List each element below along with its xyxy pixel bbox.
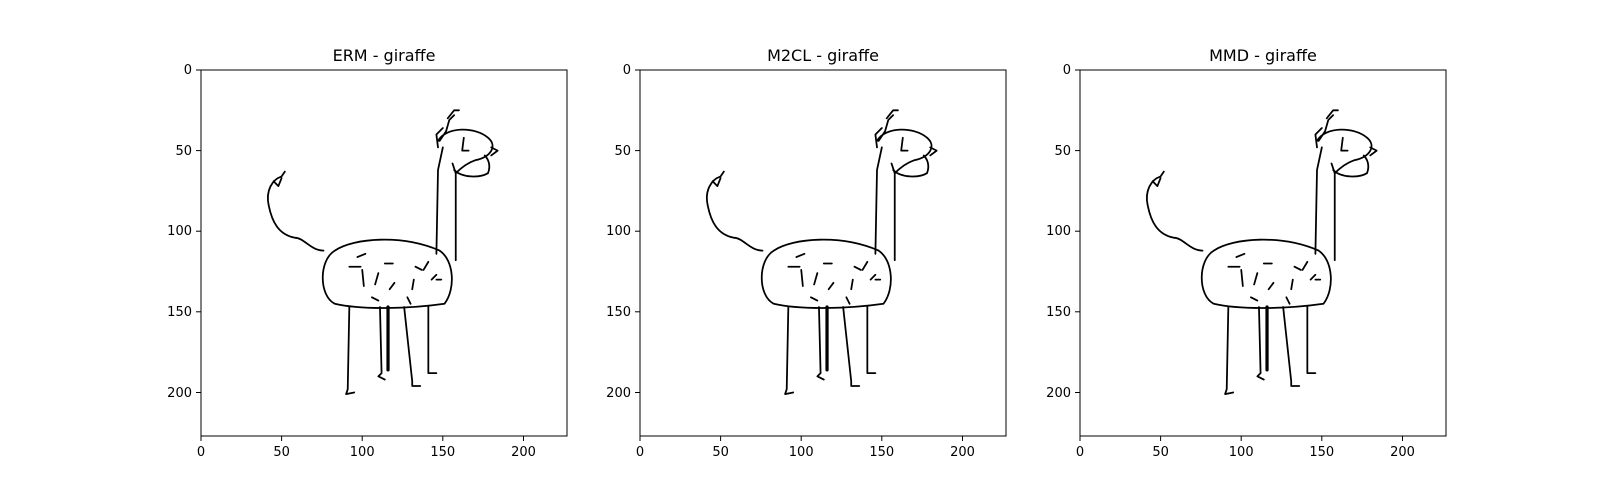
x-tick-label: 0 [1076, 445, 1084, 460]
x-tick-label: 100 [350, 445, 375, 460]
axes-frame [200, 69, 568, 437]
panel-title: M2CL - giraffe [767, 46, 879, 65]
x-tick-label: 100 [1229, 445, 1254, 460]
x-tick-label: 200 [950, 445, 975, 460]
x-axis: 0 50 100 150 200 [197, 436, 536, 460]
panel-title: ERM - giraffe [333, 46, 436, 65]
panel-title: MMD - giraffe [1209, 46, 1317, 65]
x-tick-label: 0 [636, 445, 644, 460]
y-tick-label: 0 [1063, 63, 1071, 78]
x-tick-label: 150 [869, 445, 894, 460]
y-tick-label: 100 [167, 224, 192, 239]
y-tick-label: 100 [1046, 224, 1071, 239]
y-axis: 0 50 100 150 200 [606, 63, 640, 401]
x-tick-label: 100 [789, 445, 814, 460]
y-axis: 0 50 100 150 200 [167, 63, 201, 401]
axes-frame [639, 69, 1007, 437]
axes-frame [1079, 69, 1447, 437]
x-axis: 0 50 100 150 200 [636, 436, 975, 460]
y-tick-label: 50 [614, 144, 631, 159]
x-tick-label: 150 [430, 445, 455, 460]
x-tick-label: 50 [712, 445, 729, 460]
image-area [1080, 70, 1446, 436]
panel-3: MMD - giraffe 0 50 100 150 200 0 50 100 [1046, 46, 1447, 460]
x-tick-label: 200 [511, 445, 536, 460]
x-tick-label: 0 [197, 445, 205, 460]
x-tick-label: 50 [1152, 445, 1169, 460]
y-axis: 0 50 100 150 200 [1046, 63, 1080, 401]
image-area [201, 70, 567, 436]
y-tick-label: 150 [1046, 305, 1071, 320]
y-tick-label: 0 [184, 63, 192, 78]
panel-1: ERM - giraffe 0 50 100 150 200 0 50 [167, 46, 568, 460]
image-area [640, 70, 1006, 436]
y-tick-label: 200 [167, 386, 192, 401]
y-tick-label: 150 [606, 305, 631, 320]
x-axis: 0 50 100 150 200 [1076, 436, 1415, 460]
y-tick-label: 50 [175, 144, 192, 159]
y-tick-label: 200 [606, 386, 631, 401]
y-tick-label: 0 [623, 63, 631, 78]
x-tick-label: 50 [273, 445, 290, 460]
panel-2: M2CL - giraffe 0 50 100 150 200 0 50 100 [606, 46, 1007, 460]
x-tick-label: 150 [1309, 445, 1334, 460]
y-tick-label: 200 [1046, 386, 1071, 401]
x-tick-label: 200 [1390, 445, 1415, 460]
y-tick-label: 50 [1054, 144, 1071, 159]
y-tick-label: 150 [167, 305, 192, 320]
y-tick-label: 100 [606, 224, 631, 239]
